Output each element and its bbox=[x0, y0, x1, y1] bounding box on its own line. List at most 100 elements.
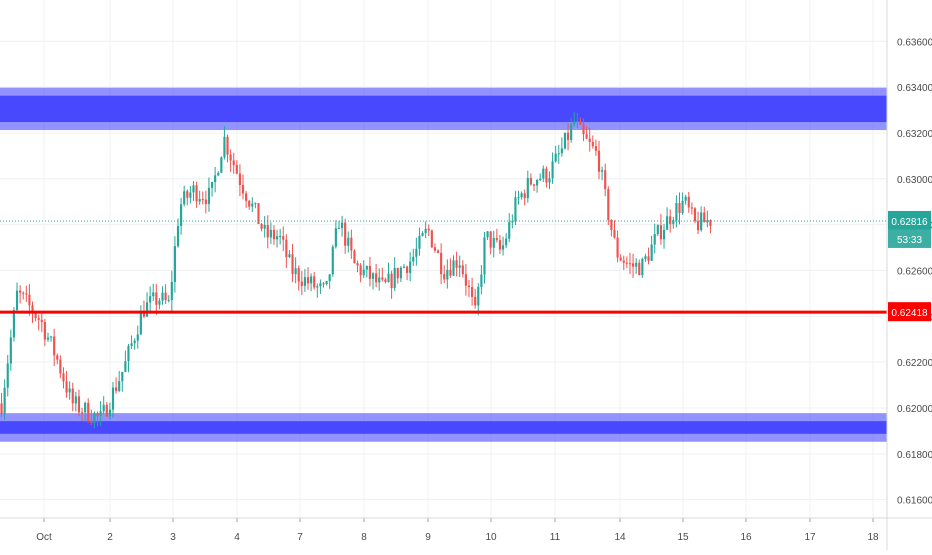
price-tick-label: 0.62000 bbox=[897, 404, 932, 415]
candle-body bbox=[390, 273, 393, 289]
candle-body bbox=[272, 229, 276, 240]
time-tick-label: 8 bbox=[361, 532, 367, 543]
candle-body bbox=[570, 124, 573, 140]
candle-body bbox=[471, 287, 474, 297]
candle-body bbox=[325, 280, 328, 285]
candle-body bbox=[399, 267, 402, 279]
candle-body bbox=[610, 219, 613, 230]
candle-body bbox=[514, 197, 517, 222]
candle-body bbox=[275, 236, 279, 240]
candle-body bbox=[235, 164, 238, 174]
candle-body bbox=[285, 239, 288, 258]
candle-body bbox=[573, 121, 576, 125]
time-tick-label: 11 bbox=[550, 532, 561, 543]
candle-body bbox=[133, 340, 136, 344]
candle-body bbox=[696, 221, 700, 231]
candle-body bbox=[536, 180, 539, 186]
candle-body bbox=[607, 189, 610, 220]
candle-body bbox=[703, 212, 706, 223]
candle-body bbox=[229, 154, 232, 161]
candle-body bbox=[142, 311, 146, 317]
candle-body bbox=[384, 279, 387, 282]
candle-body bbox=[381, 277, 384, 280]
candle-body bbox=[331, 246, 334, 275]
candle-body bbox=[68, 388, 71, 393]
candle-body bbox=[371, 273, 375, 279]
candle-body bbox=[232, 160, 235, 165]
candle-body bbox=[322, 283, 325, 285]
candle-body bbox=[597, 150, 601, 172]
candle-body bbox=[319, 283, 322, 287]
candle-body bbox=[189, 192, 192, 198]
candle-body bbox=[164, 292, 167, 301]
candle-body bbox=[223, 136, 226, 158]
candle-body bbox=[158, 300, 161, 305]
candle-body bbox=[238, 173, 241, 186]
candle-body bbox=[523, 193, 526, 199]
time-tick-label: 3 bbox=[170, 532, 176, 543]
candle-body bbox=[412, 256, 415, 262]
candle-body bbox=[251, 203, 254, 207]
candle-body bbox=[53, 336, 56, 356]
time-tick-label: 9 bbox=[425, 532, 431, 543]
candle-body bbox=[659, 225, 663, 240]
candle-body bbox=[662, 229, 666, 240]
candle-body bbox=[12, 310, 16, 338]
candle-body bbox=[43, 322, 46, 340]
candle-body bbox=[34, 313, 37, 318]
price-axis[interactable]: 0.616000.618000.620000.622000.624000.626… bbox=[886, 0, 932, 550]
candle-body bbox=[347, 237, 350, 246]
candle-body bbox=[474, 296, 477, 306]
candle-body bbox=[551, 161, 554, 179]
candle-body bbox=[254, 203, 257, 205]
candle-body bbox=[625, 262, 628, 264]
candle-body bbox=[291, 254, 294, 275]
candle-body bbox=[644, 256, 647, 259]
price-tick-label: 0.63000 bbox=[897, 175, 932, 186]
candle-body bbox=[582, 124, 585, 135]
candle-body bbox=[628, 263, 632, 265]
candle-body bbox=[511, 221, 514, 223]
candle-body bbox=[96, 413, 99, 416]
candle-body bbox=[650, 244, 653, 261]
candle-body bbox=[220, 157, 223, 173]
candle-body bbox=[65, 381, 68, 393]
price-tick-label: 0.63200 bbox=[897, 129, 932, 140]
candle-body bbox=[557, 153, 560, 155]
candle-body bbox=[430, 230, 433, 248]
candle-body bbox=[616, 237, 619, 258]
candle-body bbox=[424, 228, 427, 234]
candle-body bbox=[328, 274, 331, 281]
price-tick-label: 0.63600 bbox=[897, 37, 932, 48]
time-axis[interactable]: Oct 2 3 4 7 8 9 10 11 14 15 16 17 18 bbox=[0, 517, 932, 543]
candle-body bbox=[415, 248, 418, 257]
candle-body bbox=[155, 292, 158, 305]
candle-body bbox=[375, 273, 378, 283]
price-tick-label: 0.62200 bbox=[897, 358, 932, 369]
candle-body bbox=[297, 268, 300, 282]
candle-body bbox=[121, 371, 124, 382]
candle-body bbox=[690, 207, 693, 209]
price-tick-label: 0.61800 bbox=[897, 450, 932, 461]
candles bbox=[0, 112, 712, 429]
candle-body bbox=[136, 334, 139, 341]
candle-body bbox=[467, 285, 471, 288]
candle-body bbox=[19, 290, 22, 293]
candle-body bbox=[77, 396, 81, 413]
candle-body bbox=[93, 413, 96, 423]
candle-body bbox=[145, 302, 149, 317]
drawings: 23+ bbox=[0, 220, 887, 314]
candle-body bbox=[334, 228, 337, 247]
candle-body bbox=[192, 185, 195, 193]
candle-body bbox=[501, 245, 505, 250]
candle-body bbox=[480, 274, 483, 287]
candle-body bbox=[108, 409, 111, 417]
candle-body bbox=[492, 238, 495, 248]
candle-body bbox=[176, 225, 180, 247]
candle-body bbox=[594, 146, 597, 151]
candle-body bbox=[310, 276, 313, 284]
candle-body bbox=[647, 256, 650, 261]
candle-body bbox=[31, 305, 34, 314]
